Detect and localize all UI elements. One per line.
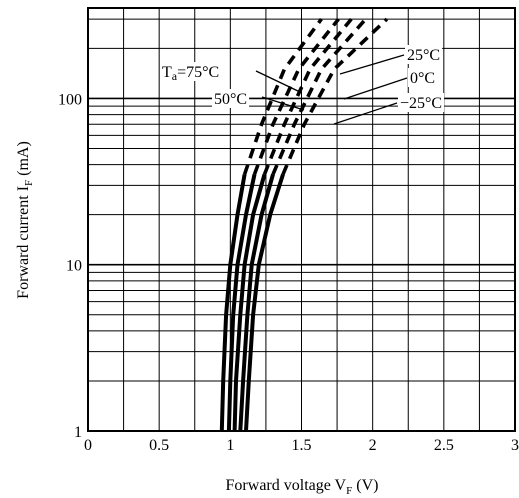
curve-dashed-4	[281, 17, 389, 176]
curve-dashed-2	[262, 17, 353, 175]
curve-label-bg	[160, 62, 222, 81]
label-leader-line	[333, 102, 398, 125]
x-tick-label: 0	[84, 437, 92, 454]
label-leader-line	[255, 70, 301, 93]
curve-labels: Ta=75°C 50°C 25°C 0°C −25°C	[160, 45, 445, 112]
curve-dashed-3	[271, 17, 367, 176]
y-axis-title-unit: (mA)	[15, 141, 32, 180]
y-tick-label: 1	[74, 424, 82, 441]
curve-solid-1	[226, 173, 257, 432]
grid-major	[88, 8, 515, 431]
label-leader-line	[339, 54, 405, 75]
curve-label: −25°C	[400, 95, 442, 112]
label-leader-line	[261, 96, 305, 111]
curve-dashed-0	[242, 18, 323, 175]
curves-group	[219, 17, 389, 432]
label-leaders	[255, 54, 408, 125]
x-axis-title: Forward voltage VF (V)	[226, 477, 379, 497]
curve-solid-2	[232, 173, 267, 432]
y-tick-label: 100	[58, 91, 82, 108]
y-axis-title-subscript: F	[23, 180, 35, 186]
x-tick-label: 1	[226, 437, 234, 454]
curve-label: 50°C	[214, 91, 247, 108]
label-leader-line	[343, 77, 408, 100]
x-tick-labels: 0 0.5 1 1.5 2 2.5 3	[84, 437, 519, 454]
y-tick-label: 10	[66, 258, 82, 275]
curve-solid-0	[219, 173, 247, 432]
curve-dashed-1	[252, 17, 340, 175]
y-axis-title: Forward current IF (mA)	[15, 141, 35, 299]
x-axis-title-subscript: F	[346, 485, 352, 497]
curve-label: Ta=75°C	[162, 64, 219, 83]
x-tick-label: 1.5	[292, 437, 312, 454]
x-tick-label: 0.5	[149, 437, 169, 454]
curve-label: 25°C	[407, 47, 440, 64]
x-tick-label: 2	[369, 437, 377, 454]
y-tick-labels: 1 10 100	[58, 91, 82, 441]
curve-label-bg	[405, 45, 443, 64]
x-tick-label: 3	[511, 437, 519, 454]
curve-label-bg	[398, 93, 445, 112]
x-axis-title-unit: (V)	[352, 477, 378, 494]
curve-solid-4	[244, 173, 285, 432]
curve-label-bg	[212, 89, 250, 108]
curve-label-bg	[408, 68, 438, 87]
curve-label: 0°C	[410, 70, 435, 87]
plot-frame	[87, 7, 516, 432]
x-tick-label: 2.5	[434, 437, 454, 454]
curve-solid-3	[238, 173, 275, 432]
